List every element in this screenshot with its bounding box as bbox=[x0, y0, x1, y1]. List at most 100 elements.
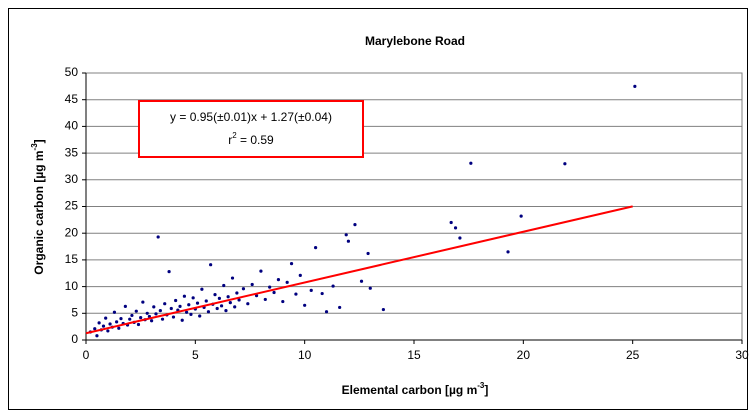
point bbox=[226, 295, 230, 299]
point bbox=[101, 324, 106, 328]
point bbox=[198, 314, 202, 318]
point bbox=[259, 269, 263, 273]
point bbox=[344, 233, 348, 237]
point bbox=[246, 302, 250, 306]
chart-title: Marylebone Road bbox=[365, 34, 465, 48]
x-axis-label: Elemental carbon [µg m-3] bbox=[342, 381, 489, 397]
point bbox=[338, 305, 342, 310]
y-tick-label: 15 bbox=[65, 252, 79, 266]
point bbox=[281, 299, 285, 304]
point bbox=[180, 318, 184, 322]
y-tick-label: 40 bbox=[65, 119, 79, 133]
point bbox=[235, 291, 239, 295]
point bbox=[206, 310, 211, 314]
point bbox=[285, 280, 289, 284]
point bbox=[204, 299, 208, 303]
point bbox=[469, 161, 473, 165]
point bbox=[346, 239, 350, 243]
annotation-part: 2 bbox=[232, 131, 237, 140]
point bbox=[294, 292, 298, 296]
point bbox=[145, 311, 149, 315]
point bbox=[154, 312, 158, 316]
point bbox=[298, 273, 302, 277]
point bbox=[289, 262, 294, 266]
point bbox=[353, 223, 357, 227]
point bbox=[139, 315, 143, 320]
point bbox=[106, 329, 110, 333]
point bbox=[117, 326, 121, 330]
point bbox=[167, 270, 171, 274]
point bbox=[152, 305, 156, 309]
point bbox=[195, 301, 200, 305]
point bbox=[276, 278, 281, 282]
point bbox=[366, 251, 370, 256]
point bbox=[123, 304, 127, 308]
annotation-box bbox=[138, 100, 364, 158]
point bbox=[191, 296, 195, 300]
point bbox=[449, 220, 453, 225]
point bbox=[233, 305, 237, 309]
point bbox=[217, 296, 221, 300]
y-tick-label: 25 bbox=[65, 199, 79, 213]
point bbox=[272, 290, 276, 295]
point bbox=[224, 309, 228, 313]
point bbox=[241, 287, 246, 291]
point bbox=[182, 294, 186, 298]
y-tick-label: 35 bbox=[65, 145, 79, 159]
point bbox=[213, 293, 217, 297]
fit-line bbox=[85, 205, 633, 335]
point bbox=[453, 226, 458, 230]
x-tick-label: 25 bbox=[626, 348, 640, 362]
y-tick-label: 5 bbox=[71, 305, 78, 319]
point bbox=[187, 303, 191, 307]
point bbox=[171, 315, 176, 319]
point bbox=[230, 276, 235, 280]
point bbox=[309, 288, 313, 292]
point bbox=[633, 84, 637, 88]
point bbox=[108, 322, 112, 326]
point bbox=[219, 304, 224, 308]
point bbox=[222, 283, 226, 288]
point bbox=[563, 162, 567, 166]
x-tick-label: 0 bbox=[83, 348, 90, 362]
point bbox=[209, 263, 213, 267]
point bbox=[95, 334, 99, 338]
point bbox=[189, 312, 193, 316]
point bbox=[128, 317, 132, 321]
x-tick-label: 5 bbox=[192, 348, 199, 362]
point bbox=[174, 298, 178, 303]
x-tick-label: 30 bbox=[735, 348, 749, 362]
point bbox=[263, 297, 267, 302]
point bbox=[506, 250, 510, 254]
point bbox=[130, 313, 134, 318]
y-tick-label: 30 bbox=[65, 172, 79, 186]
annotation-part: r bbox=[228, 133, 232, 147]
y-tick-label: 20 bbox=[65, 225, 79, 239]
point bbox=[303, 303, 307, 307]
point bbox=[158, 309, 162, 313]
point bbox=[228, 301, 232, 305]
point bbox=[184, 310, 189, 314]
point bbox=[237, 298, 241, 302]
point bbox=[178, 304, 182, 308]
point bbox=[458, 236, 462, 240]
point bbox=[134, 309, 138, 313]
x-tick-label: 10 bbox=[298, 348, 312, 362]
annotation-equation: y = 0.95(±0.01)x + 1.27(±0.04) bbox=[170, 110, 332, 124]
point bbox=[156, 235, 160, 239]
point bbox=[359, 279, 364, 283]
point bbox=[119, 317, 123, 321]
point bbox=[93, 327, 97, 331]
point bbox=[324, 310, 329, 314]
y-tick-label: 45 bbox=[65, 92, 79, 106]
annotation-r2: r2 = 0.59 bbox=[228, 131, 274, 147]
point bbox=[381, 307, 385, 312]
point bbox=[215, 306, 219, 311]
point bbox=[141, 300, 145, 304]
point bbox=[163, 302, 167, 306]
point bbox=[104, 316, 108, 320]
point bbox=[97, 321, 101, 325]
point bbox=[331, 284, 335, 288]
y-tick-label: 10 bbox=[65, 279, 79, 293]
